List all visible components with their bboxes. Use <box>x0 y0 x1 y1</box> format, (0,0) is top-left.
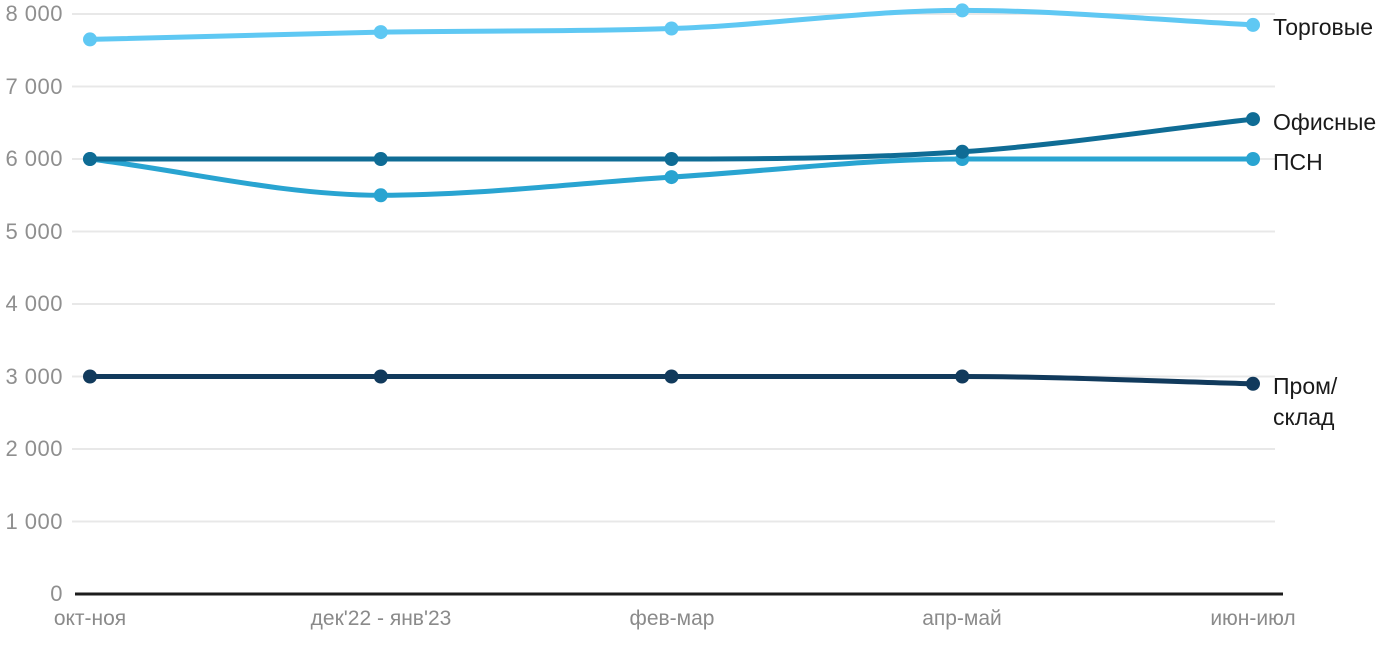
data-point-office <box>664 152 679 166</box>
legend-label-line: Офисные <box>1273 109 1377 135</box>
y-tick-label: 2 000 <box>5 436 63 461</box>
data-point-psn <box>373 188 388 203</box>
x-tick-label: апр-май <box>922 607 1002 630</box>
y-tick-label: 7 000 <box>5 74 63 99</box>
data-point-retail <box>664 21 679 36</box>
legend-label-line: ПСН <box>1273 149 1323 175</box>
legend-label-office: Офисные <box>1273 107 1376 138</box>
legend-label-psn: ПСН <box>1273 147 1323 178</box>
data-point-retail <box>955 3 970 18</box>
y-tick-label: 8 000 <box>5 1 63 26</box>
legend-label-retail: Торговые <box>1273 12 1373 43</box>
x-tick-label: июн-июл <box>1210 607 1296 630</box>
legend-label-line: Торговые <box>1273 14 1374 40</box>
y-tick-label: 3 000 <box>5 364 63 389</box>
y-tick-label: 4 000 <box>5 291 63 316</box>
data-point-retail <box>1246 17 1260 32</box>
legend-label-line: склад <box>1273 404 1335 430</box>
legend-label-line: Пром/ <box>1273 373 1338 399</box>
data-point-psn <box>664 170 679 185</box>
y-tick-label: 5 000 <box>5 219 63 244</box>
x-tick-label: окт-ноя <box>53 607 127 630</box>
data-point-industrial <box>1246 376 1260 391</box>
data-point-psn <box>1246 152 1260 166</box>
data-point-retail <box>83 32 97 47</box>
legend-label-industrial: Пром/склад <box>1273 371 1337 433</box>
data-point-office <box>955 144 970 159</box>
data-point-industrial <box>373 369 388 384</box>
y-tick-label: 1 000 <box>5 509 63 534</box>
x-tick-label: дек'22 - янв'23 <box>310 607 452 630</box>
y-tick-label: 6 000 <box>5 146 63 171</box>
data-point-industrial <box>664 369 679 384</box>
data-point-office <box>373 152 388 166</box>
x-tick-label: фев-мар <box>629 607 715 630</box>
data-point-office <box>1246 112 1260 127</box>
data-point-retail <box>373 25 388 40</box>
data-point-office <box>83 152 97 166</box>
data-point-industrial <box>83 369 97 384</box>
y-tick-label: 0 <box>50 581 63 606</box>
data-point-industrial <box>955 369 970 384</box>
